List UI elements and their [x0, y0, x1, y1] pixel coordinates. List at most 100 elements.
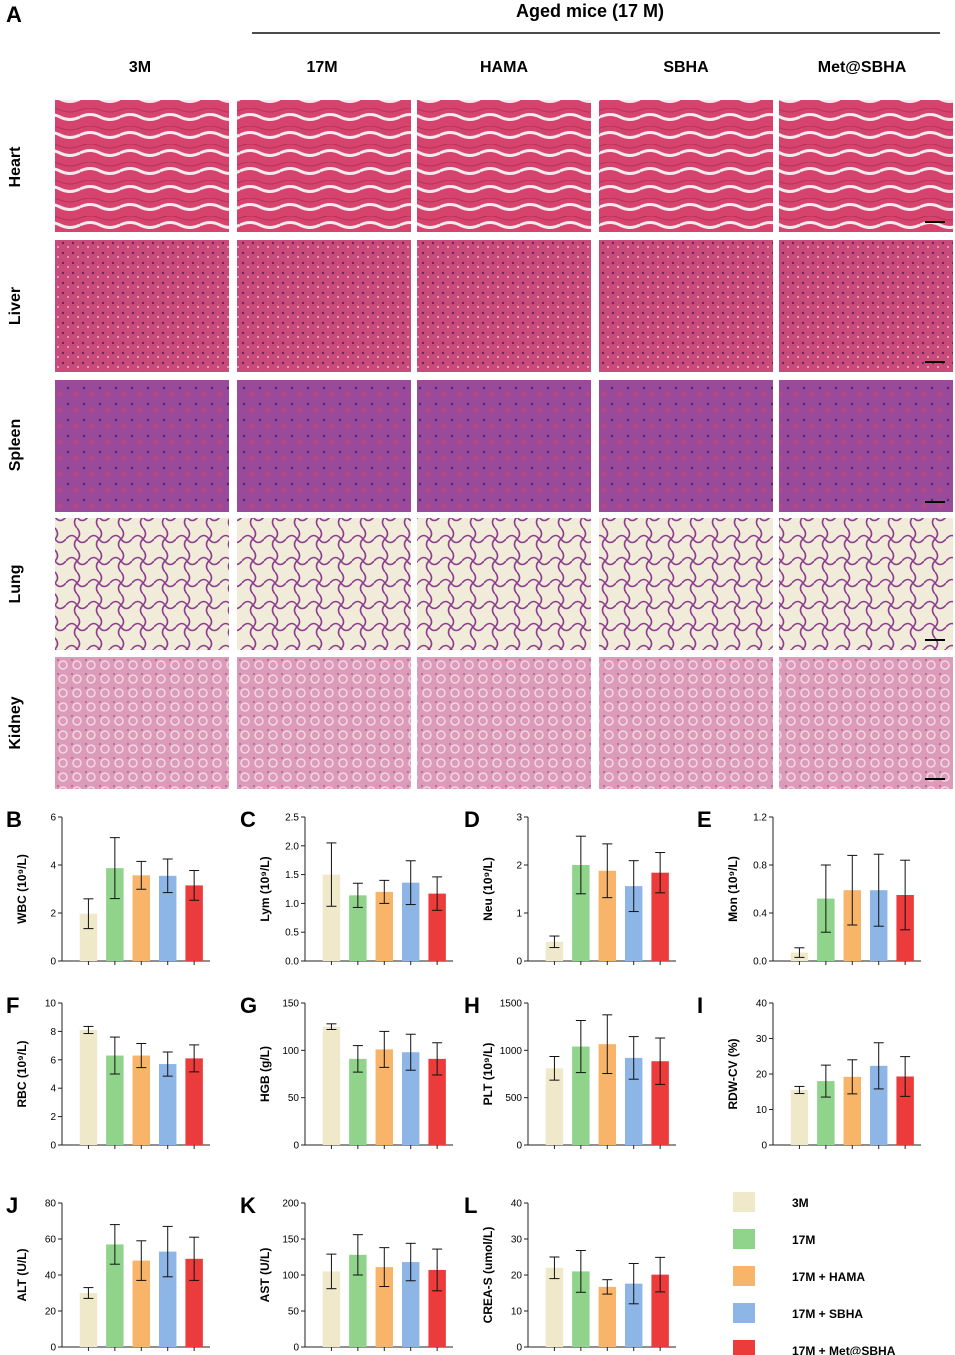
bar-h-5	[651, 1061, 669, 1145]
error-bar	[820, 864, 831, 933]
legend-label-1: 3M	[792, 1196, 809, 1210]
y-tick-label: 200	[282, 1199, 299, 1210]
histology-image-spleen-3m	[55, 380, 229, 512]
y-tick-label: 1.0	[285, 899, 299, 910]
histology-image-heart-17m	[237, 100, 411, 232]
y-tick-label: 20	[45, 1307, 57, 1318]
error-bar	[162, 1051, 173, 1077]
bar-k-2	[349, 1254, 367, 1347]
error-bar	[602, 1014, 613, 1075]
error-bar	[602, 843, 613, 899]
bar-d-3	[598, 870, 617, 961]
error-bar	[379, 1030, 390, 1068]
y-axis-label: Neu (10⁹/L)	[481, 857, 495, 921]
y-tick-label: 0.8	[753, 861, 767, 872]
error-bar	[352, 1045, 363, 1073]
histology-image-kidney-3m	[55, 657, 229, 789]
column-header-hama: HAMA	[480, 59, 528, 76]
panel-letter-k: K	[240, 1193, 256, 1218]
legend: 3M 17M 17M + HAMA 17M + SBHA 17M + Met@SBHA	[733, 1192, 896, 1355]
error-bar	[162, 858, 173, 894]
bar-l-5	[651, 1274, 669, 1347]
error-bar	[655, 1256, 666, 1293]
chart-panel-e: E 0.0 0.4 0.8 1.2 Mon (10⁹/L)	[697, 807, 921, 968]
error-bar	[432, 1042, 443, 1076]
y-axis-label: CREA-S (umol/L)	[481, 1227, 495, 1324]
y-tick-label: 0	[761, 1141, 767, 1152]
error-bar	[162, 1225, 173, 1278]
bar-j-3	[132, 1260, 151, 1347]
bar-b-3	[132, 875, 151, 961]
bar-k-3	[375, 1267, 394, 1347]
panel-letter-g: G	[240, 993, 257, 1018]
bar-k-1	[322, 1271, 341, 1347]
y-tick-label: 2	[50, 909, 56, 920]
error-bar	[628, 860, 639, 913]
error-bar	[405, 1242, 416, 1282]
chart-panel-b: B 0 2 4 6 WBC (10⁹/L)	[6, 807, 210, 968]
legend-swatch-3	[733, 1266, 755, 1286]
histology-image-kidney-hama	[417, 657, 591, 789]
y-tick-label: 100	[282, 1271, 299, 1282]
bar-b-4	[158, 875, 177, 961]
y-tick-label: 2	[516, 861, 522, 872]
legend-label-2: 17M	[792, 1233, 815, 1247]
row-header-lung: Lung	[7, 564, 24, 603]
error-bar	[873, 853, 884, 927]
bar-c-1	[322, 874, 341, 961]
chart-panel-k: K 0 50 100 150 200 AST (U/L)	[240, 1193, 453, 1354]
bar-f-4	[158, 1064, 177, 1145]
error-bar	[83, 1287, 94, 1299]
bar-h-1	[545, 1068, 564, 1145]
error-bar	[326, 1023, 337, 1031]
bar-c-4	[401, 882, 420, 961]
bar-b-2	[106, 868, 124, 961]
chart-panel-h: H 0 500 1000 1500 PLT (10⁹/L)	[464, 993, 676, 1152]
bar-i-5	[896, 1076, 914, 1145]
bar-g-1	[322, 1026, 341, 1145]
y-tick-label: 20	[756, 1070, 768, 1081]
error-bar	[352, 1234, 363, 1276]
legend-swatch-4	[733, 1303, 755, 1323]
y-tick-label: 60	[45, 1235, 57, 1246]
error-bar	[83, 898, 94, 930]
y-tick-label: 0	[293, 1343, 299, 1354]
error-bar	[189, 1236, 200, 1281]
group-title: Aged mice (17 M)	[516, 1, 664, 21]
legend-label-4: 17M + SBHA	[792, 1307, 863, 1321]
y-axis-label: RDW-CV (%)	[726, 1038, 740, 1109]
row-header-heart: Heart	[7, 146, 24, 188]
error-bar	[326, 842, 337, 907]
blood-test-charts: B 0 2 4 6 WBC (10⁹/L) C 0.0 0.5 1.0 1.5 2.0 2.5 Lym (…	[6, 807, 921, 1354]
bar-g-3	[375, 1049, 394, 1145]
error-bar	[900, 1056, 911, 1097]
y-axis-label: Lym (10⁹/L)	[258, 856, 272, 921]
bar-l-4	[624, 1283, 643, 1347]
histology-image-kidney-17m	[237, 657, 411, 789]
histology-image-spleen-17m	[237, 380, 411, 512]
error-bar	[655, 852, 666, 894]
error-bar	[847, 854, 858, 926]
row-header-kidney: Kidney	[7, 696, 24, 749]
histology-image-lung-17m	[237, 518, 411, 650]
y-tick-label: 10	[45, 999, 57, 1010]
y-tick-label: 0	[50, 1141, 56, 1152]
error-bar	[136, 860, 147, 890]
bar-d-5	[651, 872, 669, 961]
histology-image-liver-3m	[55, 240, 229, 372]
histology-image-lung-hama	[417, 518, 591, 650]
bar-h-3	[598, 1044, 617, 1145]
histology-image-liver-sbha	[599, 240, 773, 372]
histology-image-liver-hama	[417, 240, 591, 372]
bar-c-2	[349, 895, 367, 961]
y-tick-label: 0	[50, 1343, 56, 1354]
y-tick-label: 0.0	[285, 957, 299, 968]
error-bar	[794, 1085, 805, 1095]
bar-k-4	[401, 1262, 420, 1347]
y-tick-label: 40	[756, 999, 768, 1010]
y-tick-label: 10	[756, 1105, 768, 1116]
error-bar	[379, 879, 390, 904]
error-bar	[109, 837, 120, 900]
bar-l-3	[598, 1286, 617, 1347]
